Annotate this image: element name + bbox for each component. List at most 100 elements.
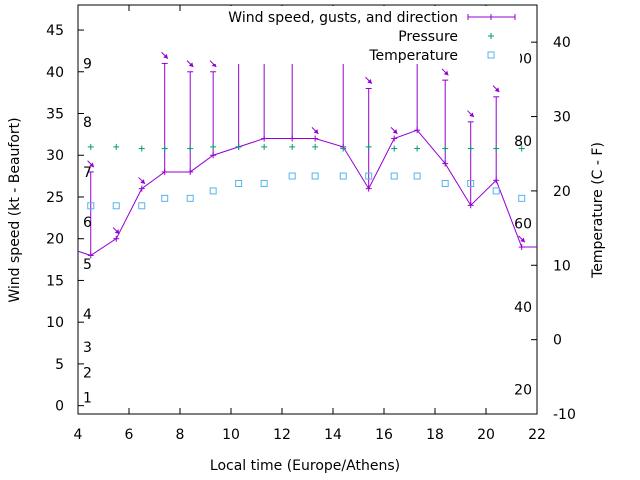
- y-tick-label: 0: [55, 399, 64, 415]
- pressure-point: [187, 145, 194, 152]
- pressure-point: [340, 145, 347, 152]
- wind-point: [442, 160, 449, 167]
- direction-arrow: [441, 68, 449, 76]
- legend-sample-temperature: [487, 51, 495, 59]
- temperature-point: [339, 172, 347, 180]
- arrow-head: [367, 79, 372, 84]
- wind-point: [289, 135, 296, 142]
- x-tick-label: 12: [273, 427, 291, 443]
- y-axis-ticks: 0 5 10 15 20 25 30 35 40 45: [46, 23, 84, 415]
- wind-line: [77, 129, 537, 256]
- wind-point: [493, 177, 500, 184]
- beaufort-label: 2: [83, 365, 92, 381]
- beaufort-label: 4: [83, 307, 92, 323]
- direction-arrow: [186, 60, 194, 68]
- wind-point: [113, 235, 120, 242]
- temperature-point: [186, 194, 194, 202]
- arrow-head: [392, 129, 398, 134]
- fahrenheit-label: 20: [514, 382, 532, 398]
- legend-label-temperature: Temperature: [368, 48, 458, 64]
- temperature-point: [390, 172, 398, 180]
- plot-area: [77, 4, 538, 415]
- pressure-series: [87, 143, 525, 152]
- x-tick-label: 14: [324, 427, 342, 443]
- direction-arrow: [467, 110, 475, 118]
- arrow-head: [140, 179, 145, 184]
- y2-tick-label: 20: [553, 184, 571, 200]
- fahrenheit-label: 40: [514, 300, 532, 316]
- beaufort-label: 8: [83, 115, 92, 131]
- fahrenheit-label: 80: [514, 134, 532, 150]
- pressure-point: [113, 143, 120, 150]
- legend-label-wind: Wind speed, gusts, and direction: [228, 10, 458, 26]
- arrow-head: [188, 62, 194, 67]
- pressure-point: [414, 145, 421, 152]
- y2-tick-label: 30: [553, 110, 571, 126]
- beaufort-label: 9: [83, 56, 92, 72]
- direction-arrow: [365, 76, 373, 85]
- wind-point: [161, 168, 168, 175]
- pressure-point: [261, 143, 268, 150]
- temperature-point: [288, 172, 296, 180]
- pressure-point: [391, 145, 398, 152]
- beaufort-label: 7: [83, 165, 92, 181]
- beaufort-label: 1: [83, 390, 92, 406]
- pressure-point: [161, 145, 168, 152]
- wind-point: [518, 244, 525, 251]
- x-tick-label: 8: [176, 427, 185, 443]
- direction-arrow: [311, 127, 319, 135]
- arrow-head: [443, 70, 449, 76]
- fahrenheit-label: 60: [514, 217, 532, 233]
- y2-axis-ticks: -10 0 10 20 30 40: [531, 35, 576, 423]
- x-tick-label: 18: [426, 427, 444, 443]
- x-axis-label: Local time (Europe/Athens): [210, 458, 400, 474]
- x-tick-label: 22: [528, 427, 546, 443]
- wind-point: [467, 202, 474, 209]
- y-tick-label: 35: [46, 107, 64, 123]
- legend-pressure-marker: [488, 33, 494, 39]
- arrow-head: [163, 54, 168, 59]
- temperature-point: [161, 194, 169, 202]
- pressure-point: [312, 143, 319, 150]
- pressure-point: [289, 143, 296, 150]
- x-tick-label: 6: [125, 427, 134, 443]
- wind-point: [391, 135, 398, 142]
- temperature-point: [138, 202, 146, 210]
- wind-point: [210, 152, 217, 159]
- direction-arrow: [492, 85, 500, 93]
- wind-series: [77, 127, 537, 259]
- pressure-point: [138, 145, 145, 152]
- pressure-point: [442, 145, 449, 152]
- wind-point: [138, 185, 145, 192]
- x-tick-label: 10: [222, 427, 240, 443]
- arrow-head: [313, 129, 319, 134]
- arrow-head: [469, 112, 474, 118]
- direction-arrow: [87, 160, 95, 168]
- y2-axis-label: Temperature (C - F): [590, 142, 606, 279]
- arrow-head: [114, 229, 120, 234]
- gust-bars: [87, 46, 500, 256]
- legend-sample-pressure: [488, 33, 494, 39]
- y-tick-label: 15: [46, 273, 64, 289]
- temperature-point: [467, 179, 475, 187]
- direction-arrow: [518, 235, 526, 243]
- temperature-point: [235, 179, 243, 187]
- y2-tick-label: 40: [553, 35, 571, 51]
- temperature-point: [311, 172, 319, 180]
- y2-tick-label: -10: [553, 407, 576, 423]
- y-tick-label: 40: [46, 65, 64, 81]
- y-tick-label: 25: [46, 190, 64, 206]
- y2-tick-label: 0: [553, 333, 562, 349]
- temperature-point: [87, 202, 95, 210]
- temperature-point: [209, 187, 217, 195]
- wind-point: [365, 185, 372, 192]
- temperature-series: [87, 172, 526, 210]
- y2-tick-label: 10: [553, 258, 571, 274]
- direction-arrow: [112, 227, 120, 235]
- temperature-point: [365, 172, 373, 180]
- pressure-point: [365, 143, 372, 150]
- legend: Wind speed, gusts, and direction Pressur…: [214, 6, 520, 64]
- y-tick-label: 45: [46, 23, 64, 39]
- pressure-point: [87, 143, 94, 150]
